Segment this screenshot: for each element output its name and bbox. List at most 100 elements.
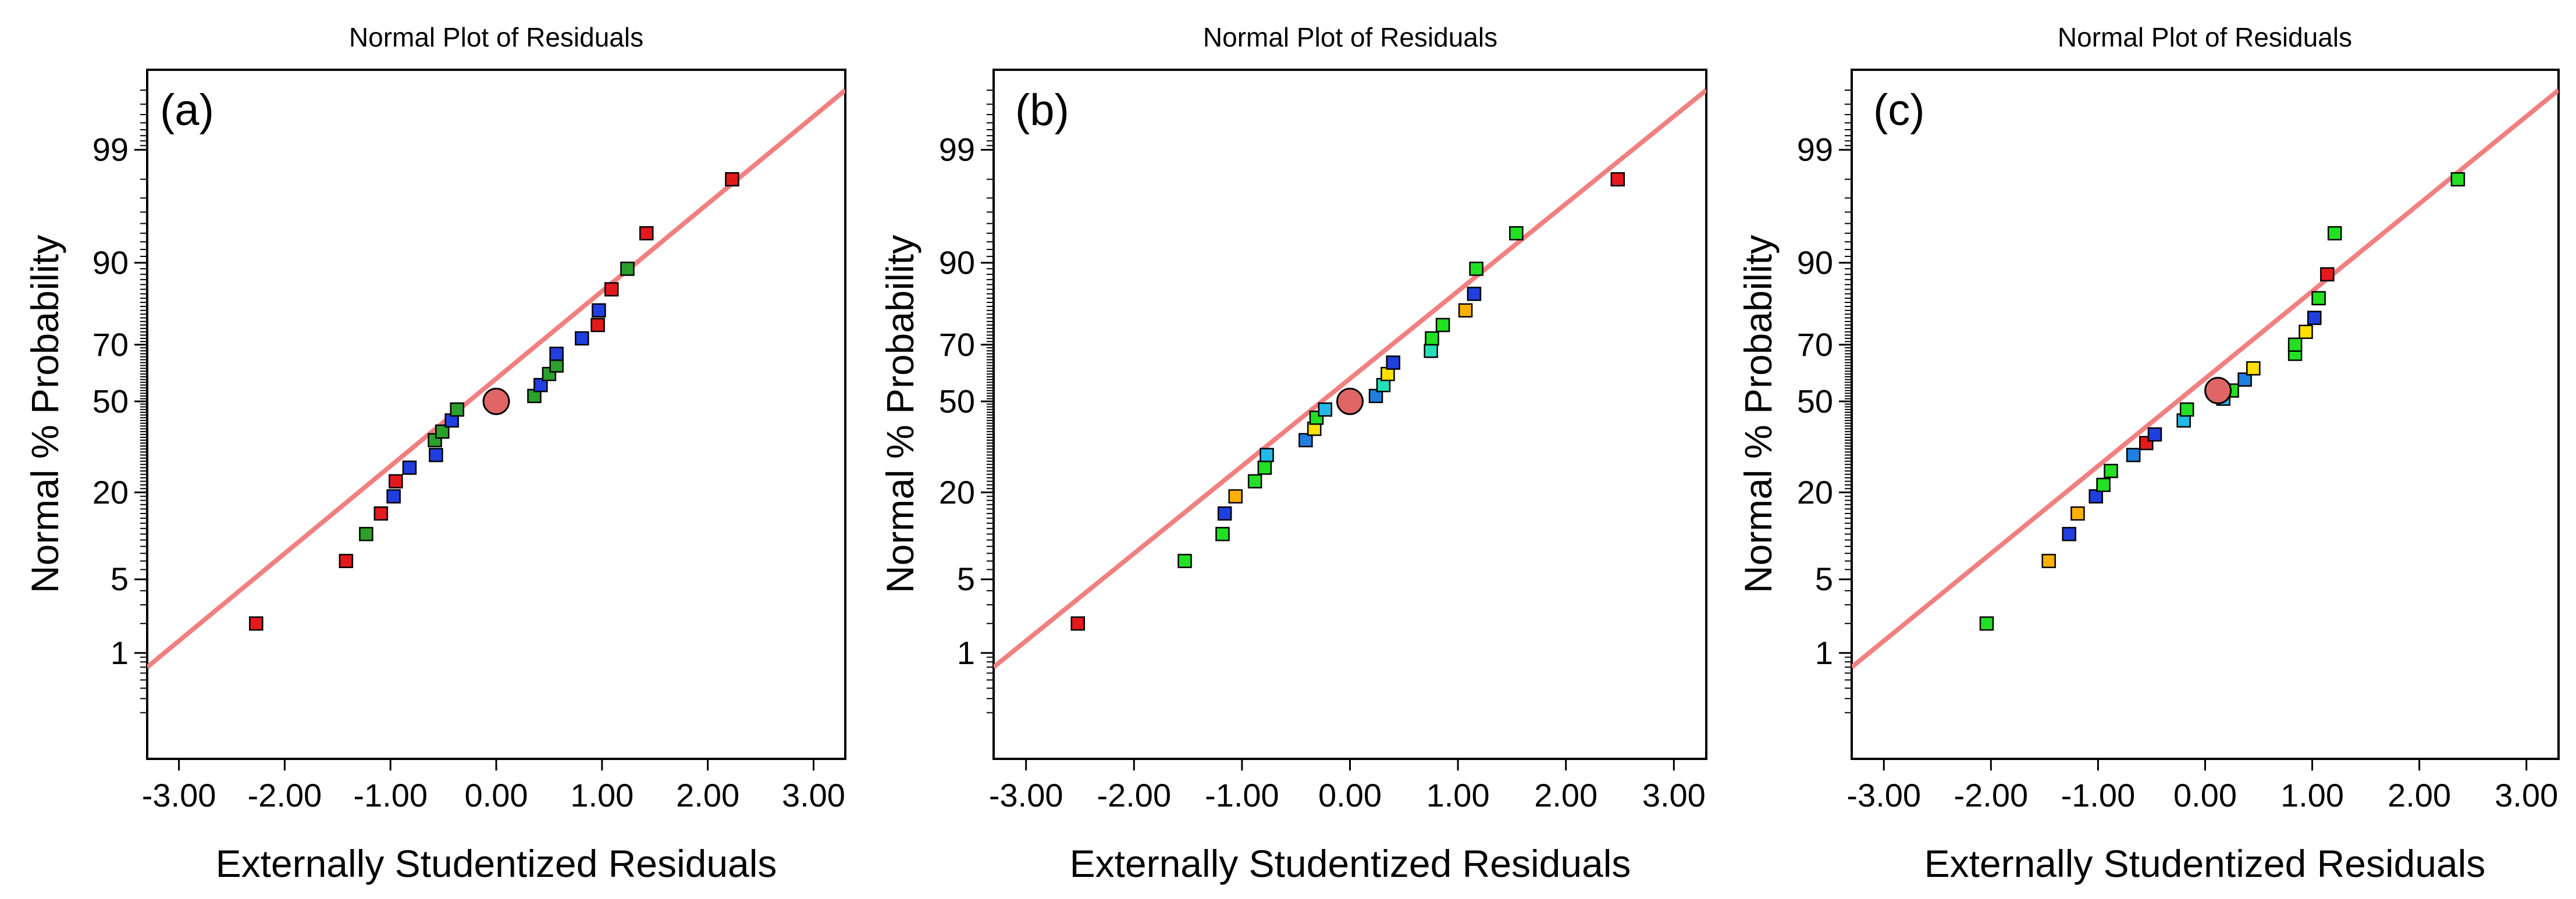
x-tick-label: -1.00: [2061, 777, 2136, 814]
residual-point: [2237, 372, 2252, 387]
panel-label: (b): [1015, 85, 1069, 135]
plot-area: [994, 88, 1706, 669]
y-tick-label: 90: [92, 244, 129, 281]
residual-point: [450, 402, 464, 417]
residual-point: [2179, 402, 2194, 417]
y-tick-label: 1: [957, 634, 975, 671]
x-tick-label: 2.00: [1534, 777, 1597, 814]
residual-point: [2104, 463, 2118, 479]
x-tick-label: 0.00: [1318, 777, 1382, 814]
y-tick-label: 20: [92, 474, 129, 511]
x-tick-label: 0.00: [2173, 777, 2237, 814]
residual-point: [386, 489, 401, 504]
residual-point: [1257, 461, 1272, 475]
x-tick-label: 1.00: [570, 777, 634, 814]
residual-point: [1298, 433, 1313, 448]
residual-point: [2096, 477, 2111, 493]
residual-point: [249, 616, 264, 631]
panel-a: Normal Plot of Residuals 1 5 20 50 70 90 99 -3…: [23, 22, 846, 885]
residual-point: [2450, 172, 2465, 187]
residual-point: [389, 474, 403, 488]
residual-point: [2307, 311, 2322, 325]
mean-point: [482, 387, 510, 415]
residual-point: [533, 377, 548, 393]
y-tick-label: 70: [939, 326, 975, 363]
residual-point: [339, 554, 354, 568]
panel-label: (a): [160, 85, 214, 135]
residual-point: [1469, 261, 1483, 276]
residual-point: [429, 448, 443, 462]
residual-point: [549, 358, 564, 373]
residual-point: [1318, 402, 1333, 417]
x-axis: -3.00 -2.00 -1.00 0.00 1.00 2.00 3.00: [989, 759, 1706, 814]
residual-point: [1386, 355, 1400, 370]
residual-point: [604, 282, 619, 297]
chart-title: Normal Plot of Residuals: [2058, 22, 2352, 52]
residual-point: [2311, 291, 2326, 306]
residual-point: [2246, 361, 2261, 376]
y-axis-title: Normal % Probability: [23, 235, 66, 593]
residual-point: [373, 506, 389, 521]
plot-content: [1852, 88, 2559, 669]
residual-point: [1610, 172, 1625, 187]
residual-point: [2147, 427, 2162, 442]
plot-content: [994, 88, 1706, 669]
residual-point: [435, 424, 450, 439]
residual-point: [1259, 448, 1274, 462]
residual-point: [1177, 554, 1192, 568]
y-tick-label: 70: [92, 326, 129, 363]
residual-point: [1425, 331, 1439, 346]
residual-point: [1509, 226, 1524, 241]
residual-point: [2088, 489, 2103, 504]
residual-point: [620, 261, 635, 276]
residual-point: [590, 317, 605, 333]
residual-point: [2126, 448, 2141, 462]
x-tick-label: -1.00: [353, 777, 428, 814]
y-tick-label: 50: [1797, 383, 1833, 419]
residual-point: [2062, 527, 2076, 541]
residual-point: [549, 347, 564, 361]
y-tick-label: 90: [939, 244, 975, 281]
x-tick-label: 2.00: [676, 777, 739, 814]
residual-point: [402, 461, 417, 475]
y-tick-label: 99: [1797, 131, 1833, 168]
x-tick-label: 3.00: [2495, 777, 2558, 814]
y-tick-label: 1: [111, 634, 129, 671]
panel-b: Normal Plot of Residuals 1 5 20 50 70 90 99 -3…: [878, 22, 1707, 885]
residual-point: [2320, 267, 2335, 282]
y-tick-label: 50: [92, 383, 129, 419]
y-axis-title: Normal % Probability: [1737, 235, 1780, 593]
x-tick-label: 1.00: [2280, 777, 2344, 814]
x-tick-label: 3.00: [782, 777, 845, 814]
residual-point: [2299, 324, 2313, 339]
y-tick-label: 5: [111, 561, 129, 597]
plot-area: [1852, 88, 2559, 669]
residual-point: [2328, 226, 2342, 241]
y-tick-label: 99: [92, 131, 129, 168]
y-tick-label: 50: [939, 383, 975, 419]
fit-line: [1852, 88, 2559, 669]
y-tick-label: 20: [1797, 474, 1833, 511]
residual-point: [1979, 616, 1994, 631]
residual-point: [1228, 489, 1243, 504]
x-tick-label: -3.00: [142, 777, 216, 814]
y-axis: 1 5 20 50 70 90 99: [939, 131, 994, 671]
y-tick-label: 99: [939, 131, 975, 168]
y-tick-label: 70: [1797, 326, 1833, 363]
panel-c: Normal Plot of Residuals 1 5 20 50 70 90 99 -3…: [1737, 22, 2560, 885]
plot-area: [147, 88, 845, 669]
y-axis: 1 5 20 50 70 90 99: [1797, 131, 1852, 671]
residual-point: [1467, 287, 1482, 301]
x-tick-label: -2.00: [248, 777, 322, 814]
residual-point: [1215, 527, 1230, 541]
residual-point: [2287, 337, 2303, 352]
x-axis-title: Externally Studentized Residuals: [1070, 842, 1631, 885]
y-tick-label: 5: [957, 561, 975, 597]
x-tick-label: -3.00: [989, 777, 1063, 814]
residual-point: [725, 172, 739, 187]
x-tick-label: 1.00: [1426, 777, 1490, 814]
residual-point: [1435, 317, 1450, 333]
x-tick-label: -3.00: [1846, 777, 1921, 814]
residual-point: [2041, 554, 2056, 568]
